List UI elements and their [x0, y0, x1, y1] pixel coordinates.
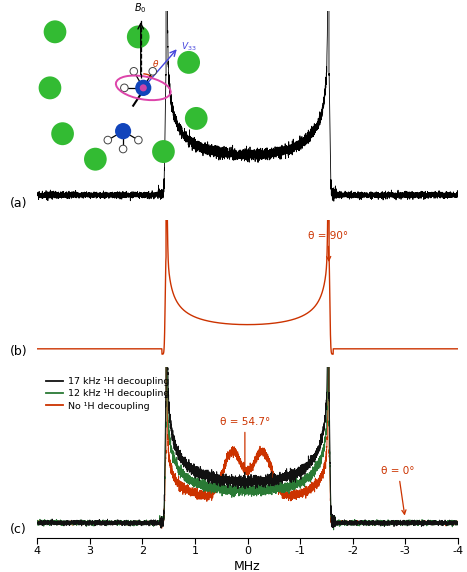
17 kHz ¹H decoupling	[455, 520, 460, 527]
No ¹H decoupling	[283, 493, 289, 500]
Line: 17 kHz ¹H decoupling: 17 kHz ¹H decoupling	[37, 112, 458, 528]
12 kHz ¹H decoupling	[455, 521, 460, 527]
17 kHz ¹H decoupling	[368, 519, 374, 526]
Line: No ¹H decoupling: No ¹H decoupling	[37, 295, 458, 528]
17 kHz ¹H decoupling	[346, 520, 352, 527]
12 kHz ¹H decoupling	[346, 520, 352, 527]
No ¹H decoupling	[302, 485, 307, 492]
12 kHz ¹H decoupling	[368, 519, 374, 526]
No ¹H decoupling	[368, 521, 374, 527]
12 kHz ¹H decoupling	[302, 477, 307, 484]
No ¹H decoupling	[56, 519, 61, 526]
No ¹H decoupling	[35, 519, 40, 526]
No ¹H decoupling	[187, 488, 192, 495]
17 kHz ¹H decoupling	[158, 525, 164, 531]
17 kHz ¹H decoupling	[56, 519, 61, 526]
12 kHz ¹H decoupling	[187, 472, 192, 479]
17 kHz ¹H decoupling	[163, 108, 169, 115]
17 kHz ¹H decoupling	[283, 475, 289, 482]
12 kHz ¹H decoupling	[35, 521, 40, 527]
No ¹H decoupling	[159, 525, 164, 531]
12 kHz ¹H decoupling	[331, 526, 336, 533]
17 kHz ¹H decoupling	[187, 463, 192, 470]
Text: θ = 0°: θ = 0°	[382, 466, 415, 514]
17 kHz ¹H decoupling	[35, 521, 40, 527]
No ¹H decoupling	[455, 520, 460, 527]
Text: θ = 54.7°: θ = 54.7°	[220, 417, 270, 474]
X-axis label: MHz: MHz	[234, 560, 261, 572]
Text: (b): (b)	[10, 345, 28, 358]
Text: (a): (a)	[10, 197, 28, 210]
12 kHz ¹H decoupling	[283, 484, 289, 491]
Legend: 17 kHz ¹H decoupling, 12 kHz ¹H decoupling, No ¹H decoupling: 17 kHz ¹H decoupling, 12 kHz ¹H decoupli…	[42, 374, 173, 415]
Text: (c): (c)	[10, 523, 27, 535]
12 kHz ¹H decoupling	[326, 204, 332, 210]
12 kHz ¹H decoupling	[56, 519, 61, 526]
17 kHz ¹H decoupling	[302, 463, 307, 470]
Line: 12 kHz ¹H decoupling: 12 kHz ¹H decoupling	[37, 207, 458, 530]
Text: θ = 90°: θ = 90°	[308, 231, 348, 261]
No ¹H decoupling	[163, 292, 169, 299]
No ¹H decoupling	[346, 520, 352, 527]
